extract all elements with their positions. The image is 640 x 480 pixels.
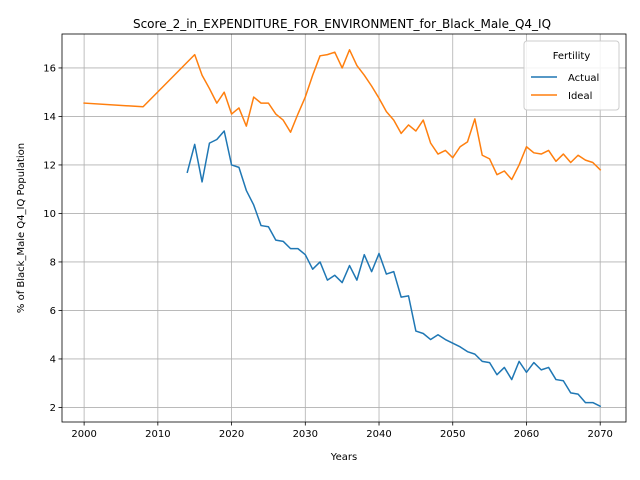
x-tick-label: 2000 — [71, 429, 96, 440]
plot-area-frame — [61, 33, 627, 423]
y-tick-label: 4 — [50, 354, 56, 365]
x-tick-label: 2010 — [145, 429, 170, 440]
x-tick-label: 2040 — [366, 429, 391, 440]
y-tick-label: 14 — [43, 112, 56, 123]
chart-title: Score_2_in_EXPENDITURE_FOR_ENVIRONMENT_f… — [133, 17, 551, 31]
legend-box — [523, 40, 620, 111]
legend: Fertility Actual Ideal — [523, 40, 620, 111]
x-axis-ticks: 2000 2010 2020 2030 2040 2050 2060 2070 — [71, 422, 613, 440]
legend-label-ideal: Ideal — [568, 91, 592, 102]
series-lines — [83, 49, 602, 408]
series-line-ideal — [83, 49, 602, 181]
y-tick-label: 16 — [43, 63, 56, 74]
x-tick-label: 2070 — [587, 429, 612, 440]
series-line-actual — [186, 130, 602, 408]
y-tick-label: 6 — [50, 306, 56, 317]
y-axis-label: % of Black_Male Q4_IQ Population — [16, 143, 27, 313]
x-tick-label: 2030 — [293, 429, 318, 440]
y-tick-label: 12 — [43, 160, 56, 171]
x-tick-label: 2060 — [514, 429, 539, 440]
x-tick-label: 2050 — [440, 429, 465, 440]
y-tick-label: 10 — [43, 209, 56, 220]
x-axis-label: Years — [330, 452, 357, 463]
x-tick-label: 2020 — [219, 429, 244, 440]
y-tick-label: 8 — [50, 257, 56, 268]
legend-title: Fertility — [553, 51, 591, 62]
y-axis-ticks: 2 4 6 8 10 12 14 16 — [43, 63, 62, 414]
y-tick-label: 2 — [50, 403, 56, 414]
legend-label-actual: Actual — [568, 73, 599, 84]
